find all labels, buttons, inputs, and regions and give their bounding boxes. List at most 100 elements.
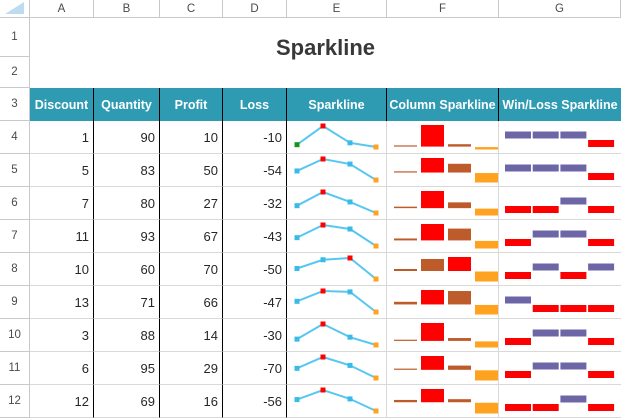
column-header-D[interactable]: D: [223, 0, 287, 18]
column-header-B[interactable]: B: [94, 0, 160, 18]
cell-C12[interactable]: 16: [160, 385, 223, 418]
cell-C8[interactable]: 70: [160, 253, 223, 286]
winloss-sparkline: [505, 263, 615, 279]
table-header-column-sparkline[interactable]: Column Sparkline: [387, 88, 499, 121]
cell-A9[interactable]: 13: [30, 286, 94, 319]
column-bar: [394, 301, 417, 305]
cell-E7[interactable]: [287, 220, 387, 253]
high-point-marker: [320, 387, 326, 393]
row-header-9[interactable]: 9: [0, 286, 30, 319]
cell-D7[interactable]: -43: [223, 220, 287, 253]
cell-C9[interactable]: 66: [160, 286, 223, 319]
cell-A5[interactable]: 5: [30, 154, 94, 187]
win-bar: [532, 362, 559, 370]
cell-G8[interactable]: [499, 253, 621, 286]
cell-E4[interactable]: [287, 121, 387, 154]
cell-D8[interactable]: -50: [223, 253, 287, 286]
low-point-marker: [373, 408, 379, 414]
column-bar: [448, 399, 471, 403]
cell-C10[interactable]: 14: [160, 319, 223, 352]
row-header-3[interactable]: 3: [0, 88, 30, 121]
table-header-win-loss-sparkline[interactable]: Win/Loss Sparkline: [499, 88, 621, 121]
row-header-8[interactable]: 8: [0, 253, 30, 286]
cell-C4[interactable]: 10: [160, 121, 223, 154]
table-header-discount[interactable]: Discount: [30, 88, 94, 121]
column-header-E[interactable]: E: [287, 0, 387, 18]
select-all-button[interactable]: [0, 0, 30, 18]
cell-D5[interactable]: -54: [223, 154, 287, 187]
table-header-profit[interactable]: Profit: [160, 88, 223, 121]
row-header-12[interactable]: 12: [0, 385, 30, 418]
cell-A10[interactable]: 3: [30, 319, 94, 352]
cell-G7[interactable]: [499, 220, 621, 253]
row-header-4[interactable]: 4: [0, 121, 30, 154]
cell-B12[interactable]: 69: [94, 385, 160, 418]
cell-F9[interactable]: [387, 286, 499, 319]
cell-E9[interactable]: [287, 286, 387, 319]
cell-E5[interactable]: [287, 154, 387, 187]
column-header-C[interactable]: C: [160, 0, 223, 18]
cell-D11[interactable]: -70: [223, 352, 287, 385]
row-header-2[interactable]: 2: [0, 57, 30, 88]
cell-F5[interactable]: [387, 154, 499, 187]
cell-A12[interactable]: 12: [30, 385, 94, 418]
cell-F11[interactable]: [387, 352, 499, 385]
cell-F4[interactable]: [387, 121, 499, 154]
cell-C7[interactable]: 67: [160, 220, 223, 253]
cell-D10[interactable]: -30: [223, 319, 287, 352]
cell-A4[interactable]: 1: [30, 121, 94, 154]
cell-C5[interactable]: 50: [160, 154, 223, 187]
column-header-G[interactable]: G: [499, 0, 621, 18]
cell-F6[interactable]: [387, 187, 499, 220]
cell-B5[interactable]: 83: [94, 154, 160, 187]
cell-B10[interactable]: 88: [94, 319, 160, 352]
row-header-7[interactable]: 7: [0, 220, 30, 253]
row-header-11[interactable]: 11: [0, 352, 30, 385]
loss-bar: [505, 272, 531, 279]
column-header-A[interactable]: A: [30, 0, 94, 18]
cell-F8[interactable]: [387, 253, 499, 286]
column-bar: [394, 145, 417, 147]
cell-B4[interactable]: 90: [94, 121, 160, 154]
cell-C6[interactable]: 27: [160, 187, 223, 220]
cell-E10[interactable]: [287, 319, 387, 352]
cell-G10[interactable]: [499, 319, 621, 352]
cell-B8[interactable]: 60: [94, 253, 160, 286]
cell-B7[interactable]: 93: [94, 220, 160, 253]
cell-E11[interactable]: [287, 352, 387, 385]
cell-E8[interactable]: [287, 253, 387, 286]
cell-F10[interactable]: [387, 319, 499, 352]
cell-G5[interactable]: [499, 154, 621, 187]
row-header-10[interactable]: 10: [0, 319, 30, 352]
cell-G4[interactable]: [499, 121, 621, 154]
win-bar: [560, 197, 587, 205]
cell-A6[interactable]: 7: [30, 187, 94, 220]
cell-E6[interactable]: [287, 187, 387, 220]
cell-E12[interactable]: [287, 385, 387, 418]
table-header-quantity[interactable]: Quantity: [94, 88, 160, 121]
column-header-F[interactable]: F: [387, 0, 499, 18]
cell-D12[interactable]: -56: [223, 385, 287, 418]
cell-D4[interactable]: -10: [223, 121, 287, 154]
cell-F7[interactable]: [387, 220, 499, 253]
cell-C11[interactable]: 29: [160, 352, 223, 385]
cell-G12[interactable]: [499, 385, 621, 418]
cell-G9[interactable]: [499, 286, 621, 319]
cell-B6[interactable]: 80: [94, 187, 160, 220]
row-header-6[interactable]: 6: [0, 187, 30, 220]
row-header-5[interactable]: 5: [0, 154, 30, 187]
table-header-loss[interactable]: Loss: [223, 88, 287, 121]
cell-F12[interactable]: [387, 385, 499, 418]
cell-B9[interactable]: 71: [94, 286, 160, 319]
cell-A7[interactable]: 11: [30, 220, 94, 253]
cell-A11[interactable]: 6: [30, 352, 94, 385]
cell-A8[interactable]: 10: [30, 253, 94, 286]
cell-B11[interactable]: 95: [94, 352, 160, 385]
table-header-sparkline[interactable]: Sparkline: [287, 88, 387, 121]
cell-G6[interactable]: [499, 187, 621, 220]
cell-D6[interactable]: -32: [223, 187, 287, 220]
cell-G11[interactable]: [499, 352, 621, 385]
cell-D9[interactable]: -47: [223, 286, 287, 319]
row-header-1[interactable]: 1: [0, 18, 30, 57]
